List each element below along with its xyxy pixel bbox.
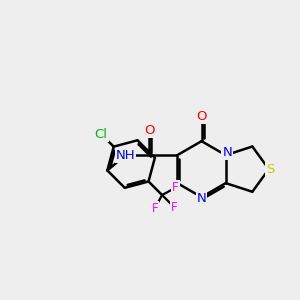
Text: N: N xyxy=(222,146,232,159)
Text: F: F xyxy=(152,202,158,215)
Text: NH: NH xyxy=(116,149,135,162)
Text: F: F xyxy=(171,201,177,214)
Text: N: N xyxy=(197,192,206,205)
Text: S: S xyxy=(266,163,275,176)
Text: Cl: Cl xyxy=(95,128,108,141)
Text: F: F xyxy=(172,181,179,194)
Text: O: O xyxy=(196,110,207,123)
Text: O: O xyxy=(144,124,154,136)
